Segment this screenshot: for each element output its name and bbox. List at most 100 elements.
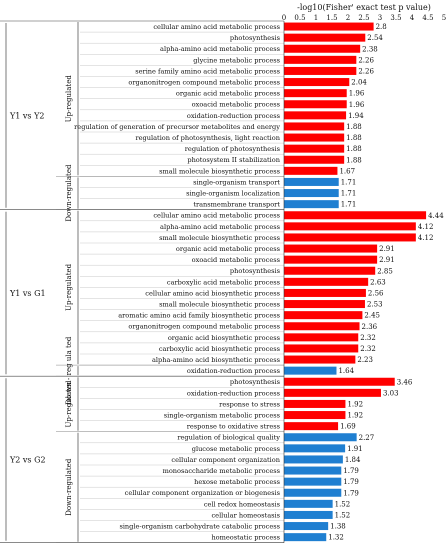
bar-value-label: 1.64 [338,367,354,375]
bar [284,444,346,453]
bar-value-label: 1.38 [330,523,346,531]
bar-value-label: 2.27 [359,434,375,442]
x-tick-label: 3 [378,14,382,22]
bar-value-label: 1.71 [341,201,357,209]
category-label: regulation of photosynthesis, light reac… [135,134,280,142]
subgroup-label: Up-regulated [65,263,73,311]
bar-value-label: 2.53 [367,301,383,309]
bar-value-label: 1.52 [335,511,351,519]
category-label: oxidation-reduction process [187,389,281,397]
x-tick-label: 4.5 [422,14,433,22]
bar-value-label: 2.32 [360,334,376,342]
bar [284,78,350,87]
bar-value-label: 2.91 [379,245,395,253]
group-label: Y1 vs G1 [9,289,46,298]
category-label: photosynthesis [230,34,281,42]
bar [284,100,347,109]
bar-value-label: 2.91 [379,256,395,264]
bar [284,411,346,420]
bar [284,122,345,131]
bar-value-label: 1.88 [346,145,362,153]
bar-value-label: 1.84 [345,456,361,464]
bar [284,533,327,542]
bar-value-label: 1.96 [349,90,365,98]
bar [284,488,342,497]
bar [284,344,359,353]
bar [284,322,360,331]
bar [284,55,357,64]
bar-value-label: 2.32 [360,345,376,353]
bar-value-label: 1.71 [341,190,357,198]
bar-value-label: 1.88 [346,156,362,164]
x-tick-label: 2.5 [358,14,369,22]
bar-value-label: 2.04 [351,79,367,87]
category-label: response to stress [219,400,280,408]
subgroup-label: Up-regulated [65,380,73,428]
category-label: small molecule biosynthetic process [159,300,280,308]
bar-value-label: 2.26 [358,67,374,75]
bar [284,300,365,309]
bar-value-label: 1.79 [343,489,359,497]
bar-value-label: 1.52 [335,500,351,508]
bar-value-label: 4.44 [428,212,444,220]
category-label: single-organism transport [193,178,280,186]
category-label: photosynthesis [230,378,281,386]
bar [284,477,342,486]
category-label: single-organism localization [186,189,281,197]
category-label: organic acid metabolic process [176,245,281,253]
bar [284,255,378,264]
bar-value-label: 1.96 [349,101,365,109]
category-label: regulation of generation of precursor me… [74,123,280,131]
subgroup-label: Down-regulated [65,164,73,222]
bar-value-label: 2.85 [377,267,393,275]
bar [284,311,363,320]
bar-value-label: 1.91 [347,445,363,453]
bar-value-label: 1.88 [346,134,362,142]
bar-value-label: 4.12 [418,223,434,231]
bar-value-label: 1.88 [346,123,362,131]
category-label: oxidation-reduction process [187,112,281,120]
category-label: serine family amino acid metabolic proce… [135,67,280,75]
subgroup-label: Down-regulated [65,458,73,516]
bar-value-label: 4.12 [418,234,434,242]
category-label: cellular amino acid metabolic process [153,212,280,220]
subgroup-label: Up-regulated [65,75,73,123]
category-label: cell redox homeostasis [204,500,281,508]
x-tick-label: 2 [346,14,350,22]
bar-value-label: 1.79 [343,467,359,475]
category-label: transmembrane transport [193,201,280,209]
x-axis-ticks: 0 0.5 1 1.5 2 2.5 3 3.5 4 4.5 5 [282,14,446,22]
category-label: cellular amino acid metabolic process [153,23,280,31]
bar-value-label: 2.38 [362,45,378,53]
x-tick-label: 5 [442,14,446,22]
category-label: oxoacid metabolic process [192,256,281,264]
bar [284,89,347,98]
bar-value-label: 1.92 [347,400,363,408]
bar-value-label: 1.71 [341,178,357,186]
bar [284,166,338,175]
bar [284,510,333,519]
category-label: organic acid biosynthetic process [168,334,281,342]
category-label: aromatic amino acid family biosynthetic … [118,312,280,320]
category-label: monosaccharide metabolic process [163,467,281,475]
bar-value-label: 1.79 [343,478,359,486]
bar [284,333,359,342]
category-label: small molecule biosynthetic process [159,167,280,175]
category-label: small molecule biosynthetic process [159,234,280,242]
bar-value-label: 2.36 [362,323,378,331]
x-tick-label: 3.5 [390,14,401,22]
bar [284,388,381,397]
category-label: hexose metabolic process [194,478,280,486]
bar [284,22,374,31]
category-label: photosynthesis [230,267,281,275]
category-label: organic acid metabolic process [176,90,281,98]
category-label: oxidation-reduction process [187,367,281,375]
category-label: cellular component organization [171,456,280,464]
bar [284,433,357,442]
bar-value-label: 1.92 [347,412,363,420]
category-label: homeostatic process [211,534,280,542]
category-label: oxoacid metabolic process [192,101,281,109]
bar [284,277,369,286]
bar [284,177,339,186]
